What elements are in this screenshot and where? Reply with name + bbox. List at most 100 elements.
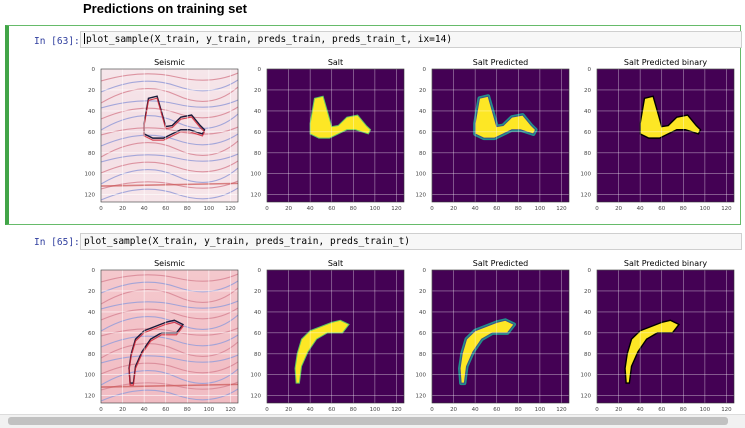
y-tick-label: 0	[92, 268, 96, 274]
mask-background	[267, 270, 404, 403]
x-tick-label: 80	[350, 206, 357, 212]
prediction-area	[459, 319, 515, 384]
mask-background	[432, 270, 569, 403]
seismic-reflector	[101, 187, 238, 201]
x-tick-label: 100	[700, 206, 711, 212]
cell-1-code-text: plot_sample(X_train, y_train, preds_trai…	[86, 34, 453, 45]
cell-2-code-input[interactable]: plot_sample(X_train, y_train, preds_trai…	[80, 233, 742, 250]
plot-panel-2-1: Seismic 0 20 40 60 80 100 120 0 20 40 60 80 100 120	[85, 259, 239, 413]
x-tick-label: 20	[615, 407, 622, 413]
x-tick-label: 0	[99, 407, 103, 413]
x-tick-label: 120	[721, 407, 732, 413]
y-tick-label: 120	[416, 193, 427, 199]
seismic-reflector	[101, 334, 238, 348]
y-tick-label: 100	[251, 172, 262, 178]
horizontal-scrollbar[interactable]	[0, 414, 745, 428]
x-tick-label: 80	[350, 407, 357, 413]
seismic-reflector	[101, 182, 238, 187]
plot-panel-1-4: Salt Predicted binary 0 20 40 60 80 100 120 0 20 4…	[581, 58, 735, 212]
x-tick-label: 20	[615, 206, 622, 212]
x-tick-label: 20	[450, 407, 457, 413]
x-tick-label: 80	[184, 206, 191, 212]
y-tick-label: 20	[88, 88, 95, 94]
plot-panel-1-2: Salt 0 20 40 60 80 100 120 0 20 40 60 80 100 120	[251, 58, 405, 212]
x-tick-label: 20	[285, 407, 292, 413]
y-tick-label: 0	[588, 67, 592, 73]
x-tick-label: 20	[285, 206, 292, 212]
plot-title: Salt	[328, 58, 343, 67]
x-tick-label: 40	[141, 206, 148, 212]
y-tick-label: 80	[419, 151, 426, 157]
y-tick-label: 40	[88, 310, 95, 316]
y-tick-label: 80	[88, 352, 95, 358]
plot-frame	[596, 68, 735, 203]
x-tick-label: 60	[658, 407, 665, 413]
x-tick-label: 0	[430, 206, 434, 212]
plot-frame	[431, 269, 570, 404]
plot-title: Salt Predicted binary	[624, 259, 708, 268]
x-tick-label: 20	[119, 206, 126, 212]
seismic-reflector	[101, 354, 238, 364]
y-tick-label: 0	[423, 67, 427, 73]
x-tick-label: 60	[328, 407, 335, 413]
x-tick-label: 40	[307, 206, 314, 212]
seismic-reflector	[101, 160, 238, 174]
x-tick-label: 80	[680, 407, 687, 413]
y-tick-label: 20	[254, 289, 261, 295]
binary-prediction-area	[624, 319, 681, 384]
x-tick-label: 60	[162, 407, 169, 413]
y-tick-label: 60	[419, 331, 426, 337]
plot-panel-2-2: Salt 0 20 40 60 80 100 120 0 20 40 60 80 100 120	[251, 259, 405, 413]
plot-title: Seismic	[154, 259, 185, 268]
salt-mask-area	[294, 319, 350, 384]
x-tick-label: 120	[556, 407, 567, 413]
y-tick-label: 60	[584, 130, 591, 136]
y-tick-label: 100	[85, 373, 96, 379]
y-tick-label: 60	[584, 331, 591, 337]
cell-1-prompt: In [63]:	[34, 36, 80, 47]
plot-output-area: Seismic 0 20 40 60 80 100 120 0 20 40 60 80 100 120 Sal…	[85, 58, 735, 413]
plot-title: Salt	[328, 259, 343, 268]
cell-1-code-input[interactable]: plot_sample(X_train, y_train, preds_trai…	[80, 31, 742, 48]
seismic-reflector	[101, 361, 238, 375]
x-tick-label: 120	[391, 206, 402, 212]
y-tick-label: 40	[584, 310, 591, 316]
seismic-reflector	[101, 133, 238, 147]
y-tick-label: 60	[88, 130, 95, 136]
y-tick-label: 0	[258, 268, 262, 274]
y-tick-label: 100	[251, 373, 262, 379]
y-tick-label: 20	[584, 88, 591, 94]
y-tick-label: 40	[419, 109, 426, 115]
y-tick-label: 40	[88, 109, 95, 115]
x-tick-label: 80	[515, 407, 522, 413]
x-tick-label: 40	[307, 407, 314, 413]
x-tick-label: 60	[162, 206, 169, 212]
y-tick-label: 20	[419, 88, 426, 94]
y-tick-label: 120	[581, 394, 592, 400]
seismic-background	[101, 270, 238, 403]
plot-panel-2-3: Salt Predicted 0 20 40 60 80 100 120 0 20 40 60 80 10…	[416, 259, 570, 413]
plot-frame	[266, 269, 405, 404]
x-tick-label: 80	[680, 206, 687, 212]
x-tick-label: 120	[225, 407, 236, 413]
y-tick-label: 100	[416, 373, 427, 379]
y-tick-label: 0	[258, 67, 262, 73]
seismic-reflector	[101, 126, 238, 136]
y-tick-label: 40	[419, 310, 426, 316]
plot-panel-1-1: Seismic 0 20 40 60 80 100 120 0 20 40 60 80 100 120	[85, 58, 239, 212]
y-tick-label: 20	[88, 289, 95, 295]
y-tick-label: 80	[254, 151, 261, 157]
x-tick-label: 120	[225, 206, 236, 212]
x-tick-label: 0	[265, 206, 269, 212]
y-tick-label: 80	[254, 352, 261, 358]
x-tick-label: 40	[472, 407, 479, 413]
scrollbar-thumb[interactable]	[8, 417, 728, 425]
y-tick-label: 80	[88, 151, 95, 157]
x-tick-label: 0	[595, 206, 599, 212]
x-tick-label: 40	[637, 206, 644, 212]
x-tick-label: 100	[700, 407, 711, 413]
mask-background	[597, 270, 734, 403]
x-tick-label: 60	[493, 407, 500, 413]
y-tick-label: 40	[584, 109, 591, 115]
x-tick-label: 100	[370, 407, 381, 413]
